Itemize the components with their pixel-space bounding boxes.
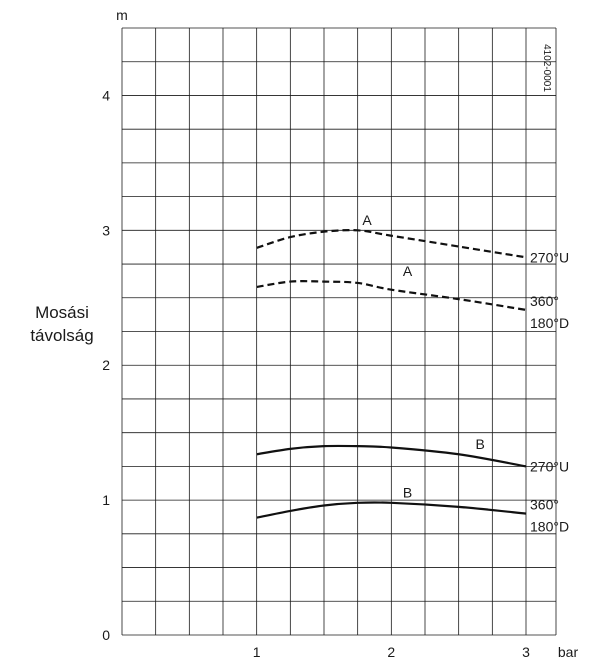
series-end-label: 180°D	[530, 315, 569, 331]
y-tick-label: 4	[102, 87, 110, 103]
y-tick-label: 0	[102, 627, 110, 643]
series-line-4	[256, 501, 527, 519]
figure-code: 4102-0001	[541, 44, 552, 92]
curves	[256, 229, 527, 519]
y-tick-label: 3	[102, 222, 110, 238]
curve-label: B	[476, 436, 485, 452]
x-axis-unit: bar	[558, 644, 579, 660]
y-axis-unit: m	[116, 7, 128, 23]
series-end-label: 180°D	[530, 519, 569, 535]
curve-label: A	[403, 263, 413, 279]
curve-label: A	[362, 212, 372, 228]
series-end-label: 360°	[530, 293, 559, 309]
x-tick-label: 2	[387, 644, 395, 660]
y-tick-label: 2	[102, 357, 110, 373]
x-tick-label: 3	[522, 644, 530, 660]
y-axis-title: távolság	[30, 326, 93, 345]
y-axis-title: Mosási	[35, 303, 89, 322]
series-line-3	[256, 444, 527, 468]
series-line-2	[256, 280, 527, 312]
series-end-label: 270°U	[530, 249, 569, 265]
series-end-label: 270°U	[530, 458, 569, 474]
x-tick-label: 1	[253, 644, 261, 660]
series-line-1	[256, 229, 527, 259]
grid	[121, 27, 557, 636]
curve-label: B	[403, 484, 412, 500]
text-layer: 0 1 2 3 4 1 2 3 m bar Mosási távolság 4102-0001 A 270°…	[30, 7, 578, 660]
y-tick-label: 1	[102, 492, 110, 508]
series-end-label: 360°	[530, 497, 559, 513]
